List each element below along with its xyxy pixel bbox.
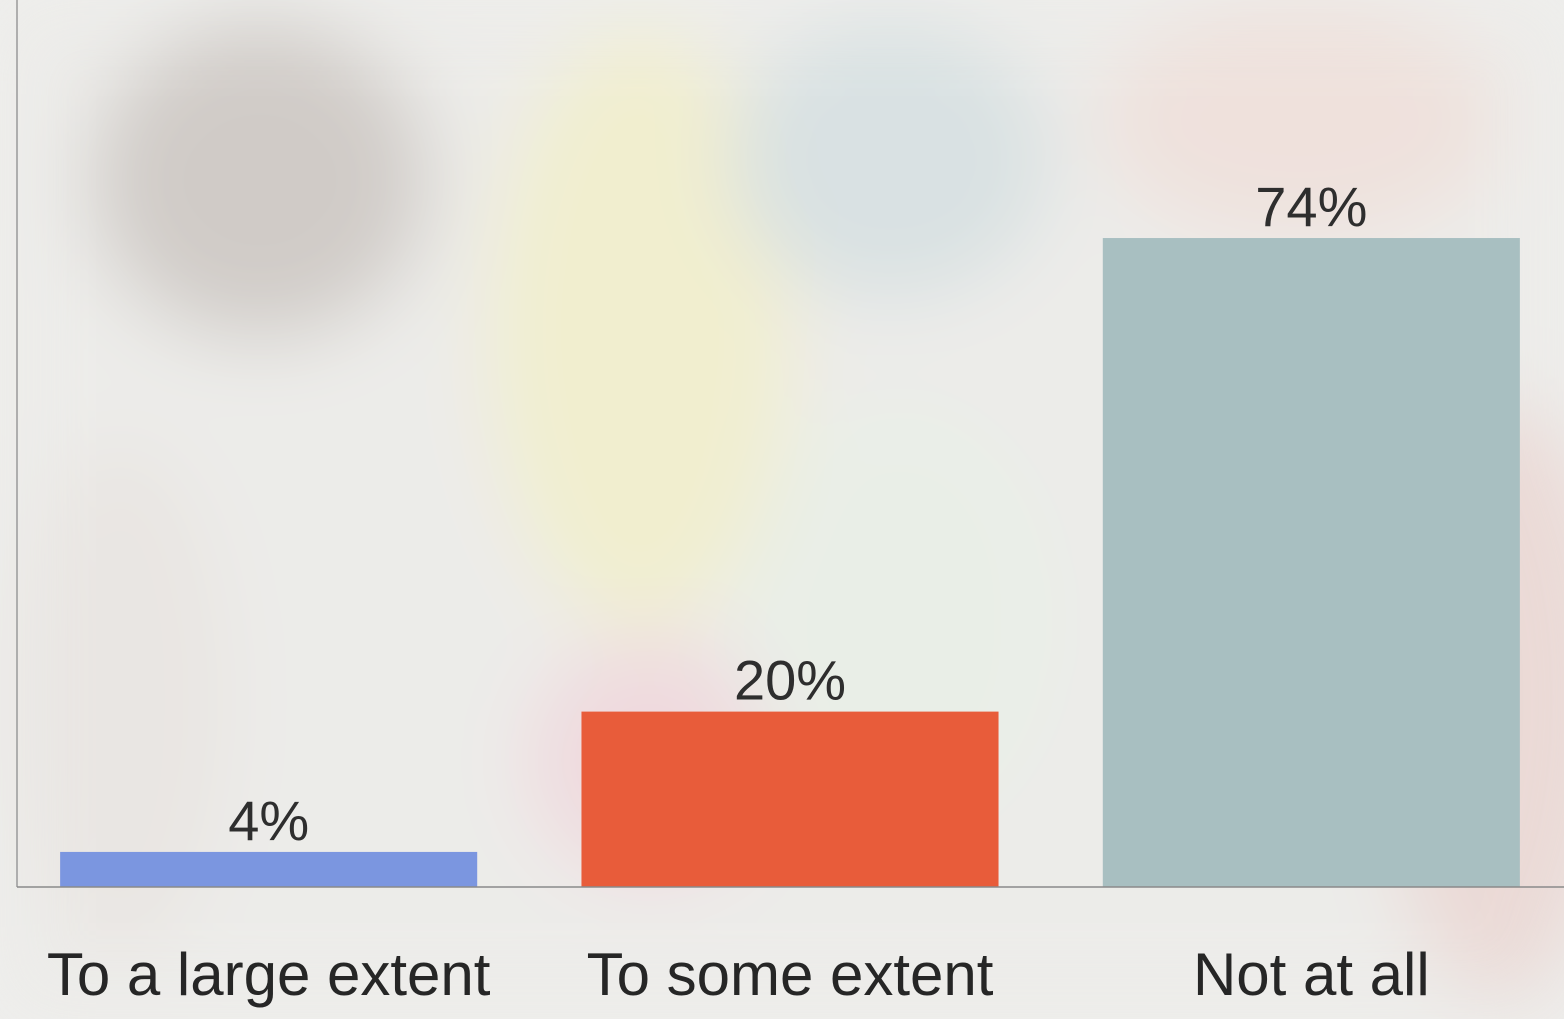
- chart: 4% To a large extent 20% To some extent 74% N…: [0, 0, 1564, 1019]
- page: {"chart_data": {"type": "bar", "categori…: [0, 0, 1564, 1019]
- x-tick-label: To a large extent: [47, 941, 491, 1008]
- x-tick-label: To some extent: [587, 941, 994, 1008]
- value-label: 20%: [734, 649, 846, 712]
- bar: [1103, 238, 1520, 887]
- value-label: 74%: [1255, 175, 1367, 238]
- bar: [581, 712, 998, 887]
- bar: [60, 852, 477, 887]
- x-tick-label: Not at all: [1193, 941, 1430, 1008]
- value-label: 4%: [228, 789, 309, 852]
